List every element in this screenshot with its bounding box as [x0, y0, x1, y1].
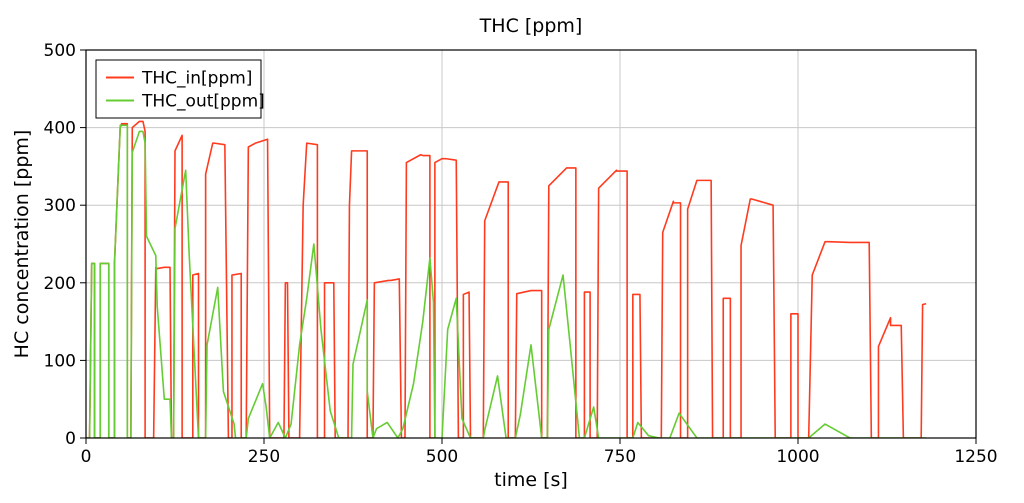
legend-label: THC_out[ppm]: [141, 92, 265, 112]
xtick-label: 250: [248, 447, 280, 467]
ytick-label: 100: [44, 351, 76, 371]
xtick-label: 750: [604, 447, 636, 467]
chart-svg: 0 250 500 750 1000 1250 0 100 200 300 400 500 THC [p…: [0, 0, 1024, 503]
xtick-label: 500: [426, 447, 458, 467]
xtick-label: 1250: [954, 447, 997, 467]
legend-label: THC_in[ppm]: [141, 69, 252, 89]
ytick-label: 400: [44, 119, 76, 139]
y-axis-label: HC concentration [ppm]: [11, 130, 33, 359]
ytick-label: 300: [44, 196, 76, 216]
x-axis-label: time [s]: [494, 469, 568, 491]
ytick-label: 0: [65, 429, 76, 449]
chart-title: THC [ppm]: [479, 15, 583, 37]
xtick-label: 1000: [776, 447, 819, 467]
xtick-label: 0: [81, 447, 92, 467]
chart-container: 0 250 500 750 1000 1250 0 100 200 300 400 500 THC [p…: [0, 0, 1024, 503]
ytick-label: 500: [44, 41, 76, 61]
ytick-label: 200: [44, 274, 76, 294]
